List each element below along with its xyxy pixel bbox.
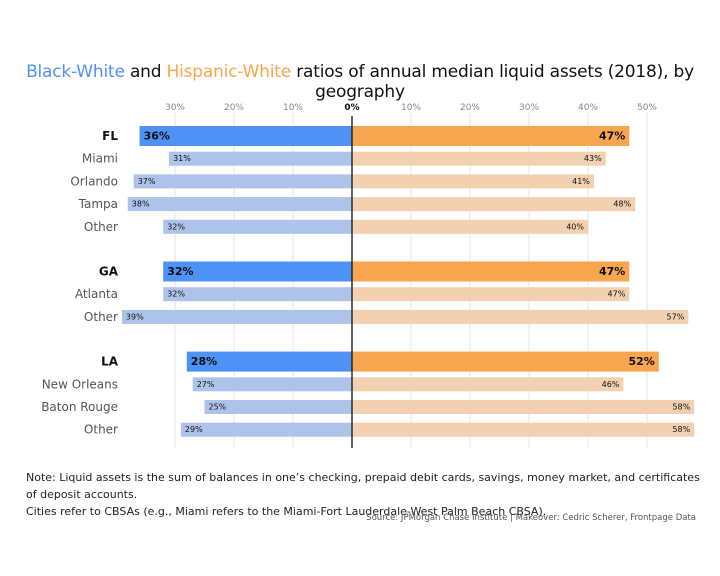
bar-hispanic-white [352, 400, 695, 414]
data-label-hispanic-white: 58% [672, 403, 690, 412]
category-label: Miami [82, 152, 118, 166]
category-label: Other [84, 220, 118, 234]
x-tick-label: 30% [519, 103, 539, 113]
data-label-black-white: 31% [173, 154, 191, 163]
x-tick-label: 20% [224, 103, 244, 113]
category-label: Tampa [78, 197, 118, 211]
note-line-1: Note: Liquid assets is the sum of balanc… [26, 471, 700, 501]
data-label-hispanic-white: 40% [566, 222, 584, 231]
data-label-black-white: 38% [132, 200, 150, 209]
bar-hispanic-white [352, 126, 630, 146]
data-label-black-white: 29% [185, 425, 203, 434]
state-label: LA [101, 355, 119, 369]
data-label-black-white: 32% [167, 265, 193, 278]
bar-hispanic-white [352, 422, 695, 437]
data-label-hispanic-white: 47% [599, 130, 625, 143]
data-label-black-white: 32% [167, 290, 185, 299]
bar-black-white [133, 174, 352, 189]
x-tick-label: 0% [344, 103, 359, 113]
bar-black-white [163, 261, 352, 282]
bar-black-white [163, 287, 352, 302]
chart-note: Note: Liquid assets is the sum of balanc… [26, 469, 706, 520]
x-tick-label: 40% [578, 103, 598, 113]
bar-black-white [127, 197, 352, 212]
data-label-hispanic-white: 47% [608, 290, 626, 299]
title-hispanic-white: Hispanic-White [166, 62, 292, 82]
data-label-hispanic-white: 52% [628, 355, 654, 368]
bar-hispanic-white [352, 309, 689, 324]
data-label-black-white: 25% [209, 403, 227, 412]
state-label: GA [99, 265, 119, 279]
data-label-black-white: 36% [144, 130, 170, 143]
bar-hispanic-white [352, 174, 594, 189]
data-label-hispanic-white: 43% [584, 154, 602, 163]
category-label: Baton Rouge [41, 400, 118, 414]
chart-source: Source: JPMorgan Chase Institute | Makeo… [366, 513, 696, 523]
bar-hispanic-white [352, 261, 630, 282]
bar-black-white [204, 400, 352, 414]
category-label: New Orleans [42, 377, 118, 391]
bar-black-white [163, 219, 352, 234]
data-label-hispanic-white: 58% [672, 425, 690, 434]
chart-title: Black-White and Hispanic-White ratios of… [0, 62, 720, 102]
x-tick-label: 10% [283, 103, 303, 113]
x-tick-label: 10% [401, 103, 421, 113]
bar-hispanic-white [352, 151, 606, 166]
data-label-hispanic-white: 46% [602, 380, 620, 389]
data-label-hispanic-white: 41% [572, 177, 590, 186]
bar-hispanic-white [352, 219, 588, 234]
data-label-hispanic-white: 47% [599, 265, 625, 278]
title-rest: ratios of annual median liquid assets (2… [291, 62, 694, 102]
bar-black-white [180, 422, 352, 437]
bar-black-white [121, 309, 353, 324]
data-label-black-white: 39% [126, 312, 144, 321]
bar-hispanic-white [352, 287, 630, 302]
x-tick-label: 20% [460, 103, 480, 113]
bar-black-white [192, 377, 352, 392]
title-black-white: Black-White [26, 62, 125, 82]
category-label: Other [84, 310, 118, 324]
data-label-black-white: 32% [167, 222, 185, 231]
data-label-black-white: 27% [197, 380, 215, 389]
bar-hispanic-white [352, 351, 659, 372]
bar-hispanic-white [352, 377, 624, 392]
title-and: and [124, 62, 167, 82]
x-tick-label: 30% [165, 103, 185, 113]
bar-black-white [186, 351, 352, 372]
data-label-hispanic-white: 48% [613, 200, 631, 209]
bar-black-white [169, 151, 352, 166]
state-label: FL [102, 129, 118, 143]
category-label: Other [84, 423, 118, 437]
data-label-hispanic-white: 57% [667, 312, 685, 321]
category-label: Orlando [70, 174, 118, 188]
data-label-black-white: 28% [191, 355, 217, 368]
bar-black-white [139, 126, 352, 146]
x-tick-label: 50% [637, 103, 657, 113]
category-label: Atlanta [75, 287, 118, 301]
note-line-2: Cities refer to CBSAs (e.g., Miami refer… [26, 505, 547, 518]
data-label-black-white: 37% [138, 177, 156, 186]
bar-hispanic-white [352, 197, 636, 212]
